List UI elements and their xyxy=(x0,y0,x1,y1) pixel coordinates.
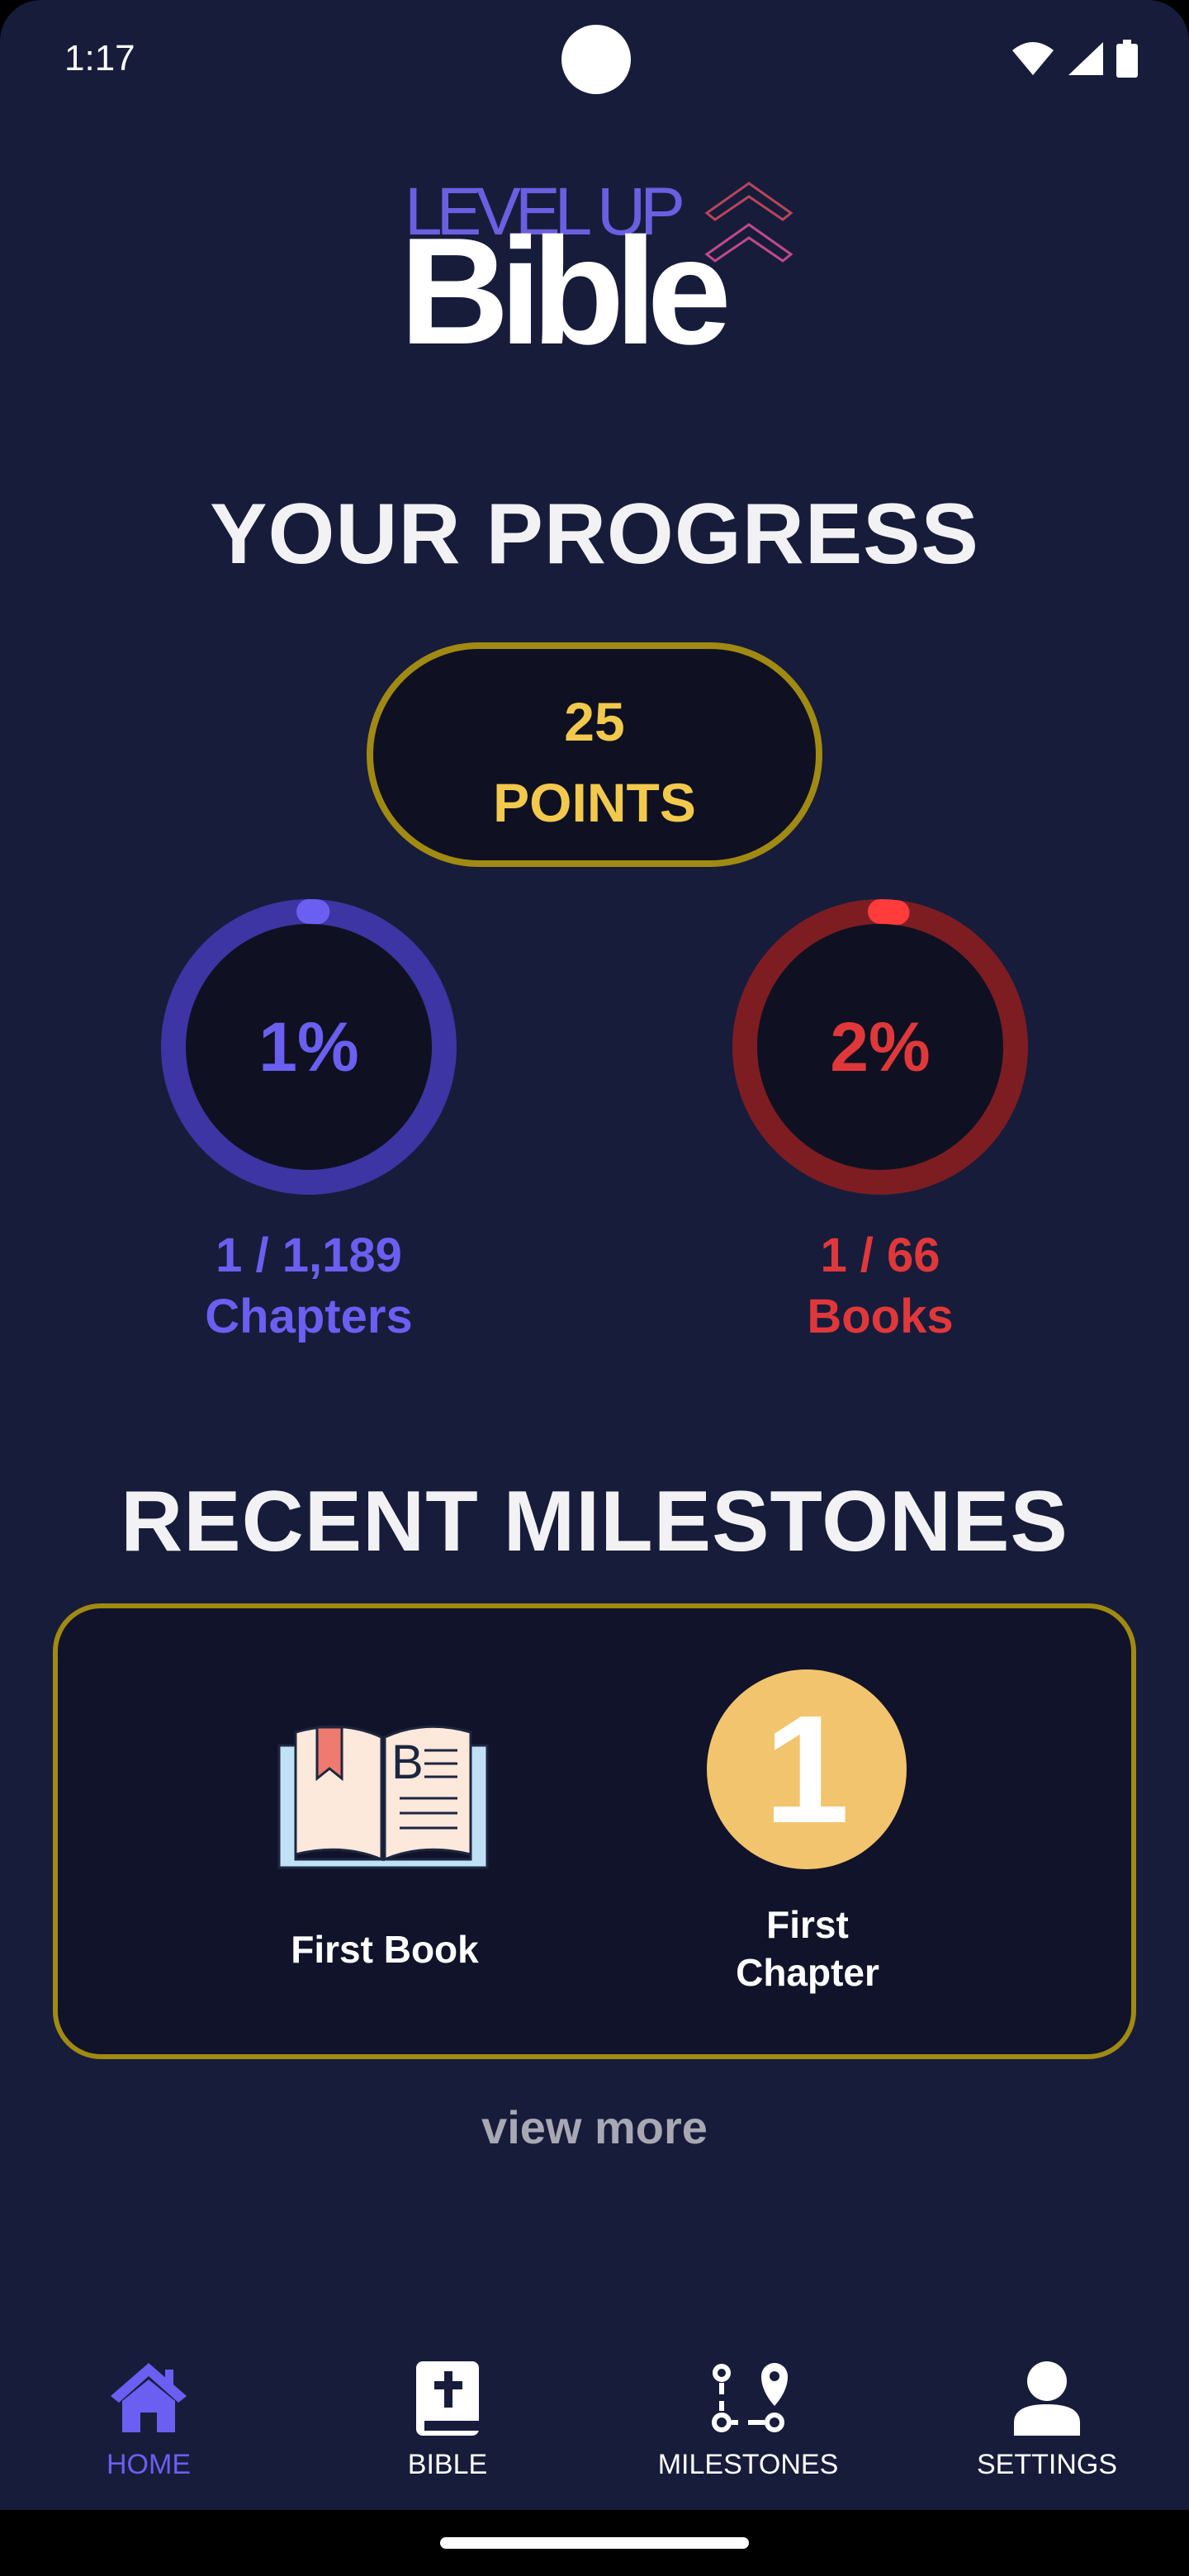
nav-bible-label: BIBLE xyxy=(407,2449,488,2480)
points-badge: 25 POINTS xyxy=(367,642,822,867)
chapters-label: Chapters xyxy=(205,1290,413,1343)
progress-title: YOUR PROGRESS xyxy=(210,486,979,582)
logo-level-up-text: LEVEL UP xyxy=(405,174,685,249)
points-label: POINTS xyxy=(493,772,696,833)
nav-milestones-label: MILESTONES xyxy=(657,2449,839,2480)
chapters-progress-ring: 1% xyxy=(159,897,459,1197)
nav-settings-label: SETTINGS xyxy=(976,2449,1118,2480)
logo-bible-text: Bible xyxy=(400,206,732,376)
books-label: Books xyxy=(807,1290,954,1343)
points-value: 25 xyxy=(564,691,625,752)
nav-settings[interactable]: SETTINGS xyxy=(923,2337,1171,2502)
route-icon xyxy=(712,2363,788,2432)
chapters-percent: 1% xyxy=(258,1007,359,1086)
books-count: 1 / 66 xyxy=(820,1229,940,1282)
chevron-up-icon xyxy=(704,182,793,263)
open-book-icon: B xyxy=(277,1725,489,1869)
milestone-first-book-label: First Book xyxy=(291,1928,479,1971)
books-progress-ring: 2% xyxy=(730,897,1030,1197)
nav-bible[interactable]: BIBLE xyxy=(324,2337,571,2502)
books-percent: 2% xyxy=(830,1007,931,1086)
status-time: 1:17 xyxy=(64,38,135,78)
milestones-title: RECENT MILESTONES xyxy=(121,1474,1068,1570)
camera-cutout xyxy=(561,25,631,94)
gesture-handle[interactable] xyxy=(440,2537,749,2549)
nav-milestones[interactable]: MILESTONES xyxy=(624,2337,872,2502)
bottom-nav: HOME BIBLE MILESTONES xyxy=(0,2337,1189,2510)
status-icons xyxy=(1011,40,1138,78)
badge-number: 1 xyxy=(764,1683,850,1855)
nav-home[interactable]: HOME xyxy=(25,2337,272,2502)
bible-icon xyxy=(416,2361,479,2436)
number-one-badge: 1 xyxy=(707,1669,907,1869)
wifi-icon xyxy=(1012,42,1054,75)
app-screen: 1:17 LEVEL UP Bible YOUR PROGRESS 25 POI… xyxy=(0,0,1189,2510)
chapters-count: 1 / 1,189 xyxy=(216,1229,402,1282)
nav-home-label: HOME xyxy=(107,2449,191,2480)
svg-text:B: B xyxy=(391,1735,424,1789)
person-icon xyxy=(1014,2361,1080,2436)
app-logo: LEVEL UP Bible xyxy=(400,174,793,385)
home-icon xyxy=(111,2363,187,2432)
battery-icon xyxy=(1116,40,1138,78)
milestone-first-chapter-label: First Chapter xyxy=(736,1903,879,1994)
view-more-link[interactable]: view more xyxy=(481,2101,708,2153)
milestones-card xyxy=(53,1603,1136,2059)
signal-icon xyxy=(1068,42,1103,75)
